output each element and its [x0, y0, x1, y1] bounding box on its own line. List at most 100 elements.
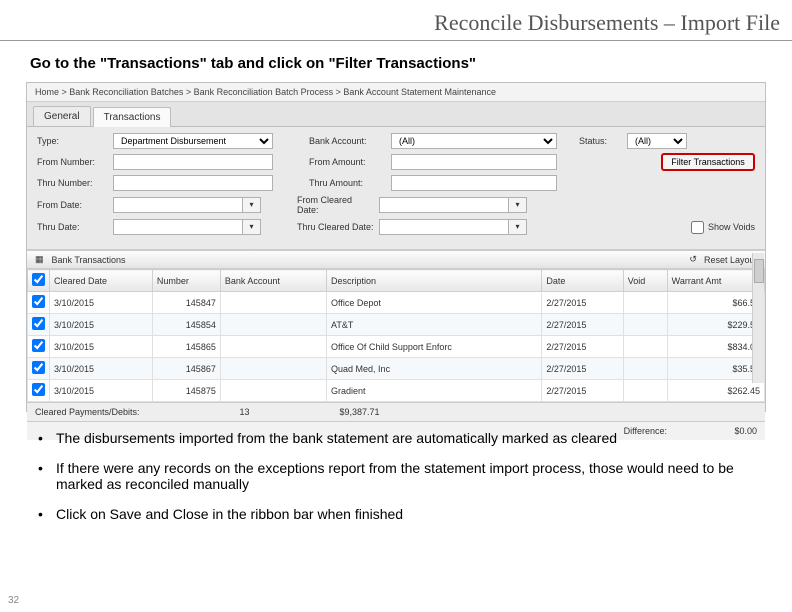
bank-account-label: Bank Account:: [309, 136, 387, 146]
col-checkbox[interactable]: [28, 270, 50, 292]
col-void[interactable]: Void: [623, 270, 667, 292]
filter-panel: Type: Department Disbursement Bank Accou…: [27, 127, 765, 250]
cell-number: 145865: [152, 336, 220, 358]
grid-icon: [35, 254, 48, 265]
table-row[interactable]: 3/10/2015145847Office Depot2/27/2015$66.…: [28, 292, 765, 314]
cell-void: [623, 336, 667, 358]
bank-account-select[interactable]: (All): [391, 133, 557, 149]
cleared-total: $9,387.71: [280, 407, 380, 417]
bullet-2: If there were any records on the excepti…: [38, 460, 758, 492]
thru-number-input[interactable]: [113, 175, 273, 191]
status-select[interactable]: (All): [627, 133, 687, 149]
show-voids-label: Show Voids: [708, 222, 755, 232]
calendar-icon[interactable]: ▾: [243, 197, 261, 213]
thru-date-label: Thru Date:: [37, 222, 109, 232]
cell-cleared: 3/10/2015: [50, 314, 153, 336]
app-window: Home > Bank Reconciliation Batches > Ban…: [26, 82, 766, 412]
cell-number: 145875: [152, 380, 220, 402]
scrollbar-thumb[interactable]: [754, 259, 764, 283]
cell-date: 2/27/2015: [542, 380, 623, 402]
col-cleared[interactable]: Cleared Date: [50, 270, 153, 292]
type-label: Type:: [37, 136, 109, 146]
cell-cleared: 3/10/2015: [50, 336, 153, 358]
cell-desc: AT&T: [327, 314, 542, 336]
slide-title: Reconcile Disbursements – Import File: [434, 10, 780, 36]
table-row[interactable]: 3/10/2015145854 AT&T2/27/2015 $229.51: [28, 314, 765, 336]
grid-title: Bank Transactions: [52, 255, 126, 265]
row-checkbox[interactable]: [32, 317, 45, 330]
scrollbar[interactable]: [752, 253, 764, 383]
thru-amount-label: Thru Amount:: [309, 178, 387, 188]
cell-void: [623, 358, 667, 380]
table-row[interactable]: 3/10/2015145867Quad Med, Inc2/27/2015$35…: [28, 358, 765, 380]
cell-bank: [220, 292, 326, 314]
cleared-label: Cleared Payments/Debits:: [35, 407, 140, 417]
thru-cleared-input[interactable]: [379, 219, 509, 235]
reset-layout-button[interactable]: Reset Layout: [689, 254, 757, 265]
cell-cleared: 3/10/2015: [50, 292, 153, 314]
type-select[interactable]: Department Disbursement: [113, 133, 273, 149]
cell-amt: $229.51: [667, 314, 764, 336]
from-number-label: From Number:: [37, 157, 109, 167]
cell-bank: [220, 336, 326, 358]
cleared-count: 13: [170, 407, 250, 417]
filter-transactions-button[interactable]: Filter Transactions: [661, 153, 755, 171]
row-checkbox[interactable]: [32, 339, 45, 352]
cell-date: 2/27/2015: [542, 358, 623, 380]
slide-number: 32: [8, 595, 19, 606]
show-voids-input[interactable]: [691, 221, 704, 234]
row-checkbox[interactable]: [32, 295, 45, 308]
cell-desc: Gradient: [327, 380, 542, 402]
table-row[interactable]: 3/10/2015145865 Office Of Child Support E…: [28, 336, 765, 358]
row-checkbox[interactable]: [32, 361, 45, 374]
cell-cleared: 3/10/2015: [50, 380, 153, 402]
col-bank[interactable]: Bank Account: [220, 270, 326, 292]
cell-date: 2/27/2015: [542, 292, 623, 314]
cell-void: [623, 292, 667, 314]
footer-totals: Cleared Payments/Debits: 13 $9,387.71: [27, 402, 765, 421]
bullet-3: Click on Save and Close in the ribbon ba…: [38, 506, 758, 522]
row-checkbox[interactable]: [32, 383, 45, 396]
table-row[interactable]: 3/10/2015145875 Gradient2/27/2015 $262.45: [28, 380, 765, 402]
col-desc[interactable]: Description: [327, 270, 542, 292]
cell-bank: [220, 358, 326, 380]
cell-date: 2/27/2015: [542, 336, 623, 358]
bullet-list: The disbursements imported from the bank…: [38, 430, 758, 536]
instruction-text: Go to the "Transactions" tab and click o…: [30, 55, 476, 72]
cell-bank: [220, 380, 326, 402]
grid-title-bar: Bank Transactions Reset Layout: [27, 250, 765, 269]
thru-date-input[interactable]: [113, 219, 243, 235]
thru-number-label: Thru Number:: [37, 178, 109, 188]
cell-amt: $262.45: [667, 380, 764, 402]
calendar-icon[interactable]: ▾: [509, 197, 527, 213]
cell-amt: $66.53: [667, 292, 764, 314]
cell-number: 145867: [152, 358, 220, 380]
col-amt[interactable]: Warrant Amt: [667, 270, 764, 292]
col-date[interactable]: Date: [542, 270, 623, 292]
tab-general[interactable]: General: [33, 106, 91, 126]
tab-transactions[interactable]: Transactions: [93, 107, 172, 127]
cell-number: 145854: [152, 314, 220, 336]
cell-date: 2/27/2015: [542, 314, 623, 336]
from-amount-label: From Amount:: [309, 157, 387, 167]
cell-amt: $834.00: [667, 336, 764, 358]
from-date-input[interactable]: [113, 197, 243, 213]
from-cleared-label: From Cleared Date:: [297, 195, 375, 215]
cell-desc: Office Of Child Support Enforc: [327, 336, 542, 358]
show-voids-checkbox[interactable]: Show Voids: [691, 221, 755, 234]
from-number-input[interactable]: [113, 154, 273, 170]
thru-cleared-label: Thru Cleared Date:: [297, 222, 375, 232]
calendar-icon[interactable]: ▾: [243, 219, 261, 235]
status-label: Status:: [579, 136, 623, 146]
cell-bank: [220, 314, 326, 336]
grid-table: Cleared Date Number Bank Account Descrip…: [27, 269, 765, 402]
tab-bar: General Transactions: [27, 102, 765, 127]
thru-amount-input[interactable]: [391, 175, 557, 191]
cell-desc: Quad Med, Inc: [327, 358, 542, 380]
cell-cleared: 3/10/2015: [50, 358, 153, 380]
from-amount-input[interactable]: [391, 154, 557, 170]
from-cleared-input[interactable]: [379, 197, 509, 213]
col-number[interactable]: Number: [152, 270, 220, 292]
breadcrumb[interactable]: Home > Bank Reconciliation Batches > Ban…: [27, 83, 765, 102]
calendar-icon[interactable]: ▾: [509, 219, 527, 235]
